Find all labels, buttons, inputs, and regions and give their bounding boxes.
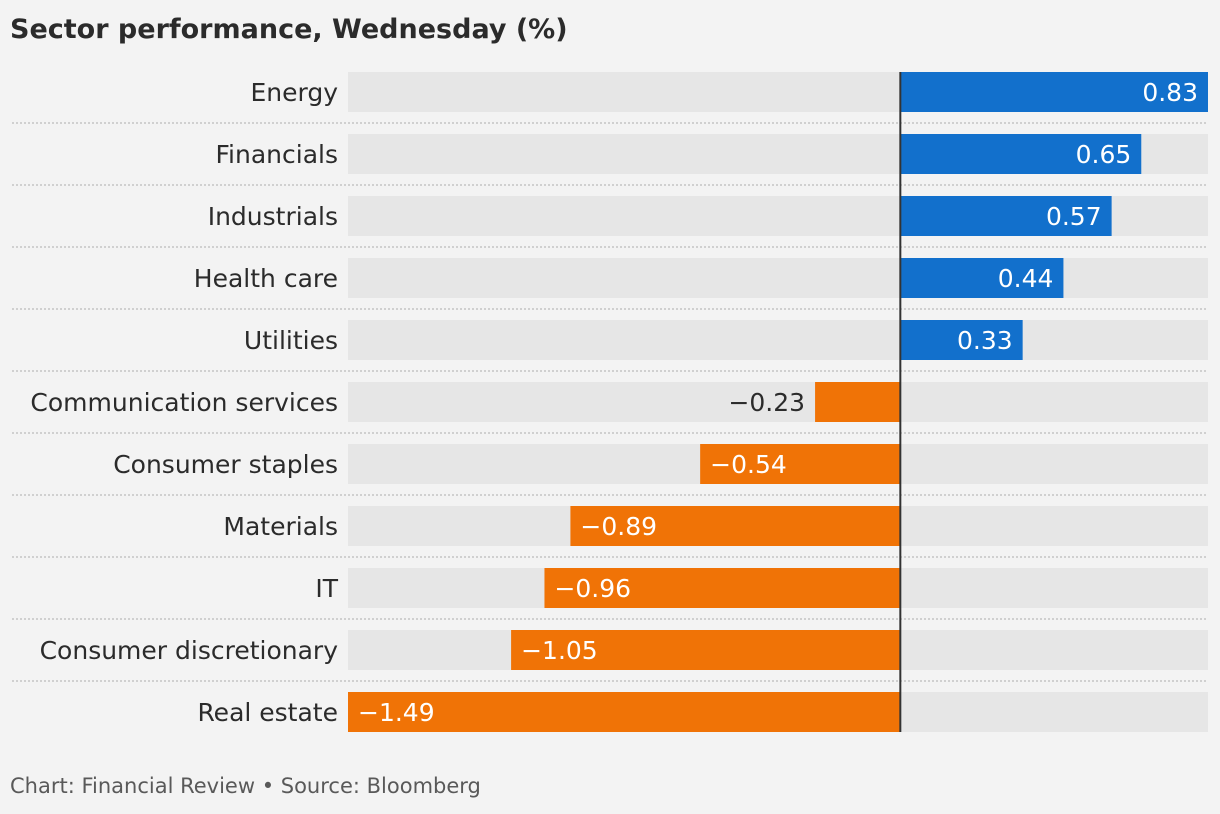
category-label: Communication services [30, 388, 338, 417]
category-label: Utilities [244, 326, 338, 355]
bar [815, 382, 901, 422]
category-label: Consumer staples [113, 450, 338, 479]
category-label: Industrials [208, 202, 338, 231]
chart-title: Sector performance, Wednesday (%) [10, 14, 568, 45]
value-label: 0.65 [1076, 140, 1132, 169]
category-label: Financials [216, 140, 339, 169]
value-label: 0.83 [1142, 78, 1198, 107]
bar [348, 692, 901, 732]
bar-track [348, 382, 1208, 422]
bar [900, 320, 1023, 360]
bar [900, 134, 1142, 174]
category-label: Health care [194, 264, 338, 293]
value-label: −1.05 [521, 636, 598, 665]
category-label: IT [315, 574, 338, 603]
bar-chart: Energy Financials Industrials Health care Ut… [12, 72, 1208, 732]
category-label: Energy [250, 78, 338, 107]
bar [511, 630, 901, 670]
value-label: −0.54 [710, 450, 787, 479]
bar [900, 196, 1112, 236]
source-note: Chart: Financial Review • Source: Bloomb… [10, 774, 481, 798]
value-label: 0.44 [998, 264, 1054, 293]
category-label: Consumer discretionary [40, 636, 339, 665]
value-label: −0.23 [728, 388, 805, 417]
value-label: −0.89 [580, 512, 657, 541]
bar-track [348, 320, 1208, 360]
bar [700, 444, 901, 484]
value-label: −0.96 [554, 574, 631, 603]
bar [900, 258, 1064, 298]
value-label: 0.33 [957, 326, 1013, 355]
value-label: −1.49 [358, 698, 435, 727]
category-label: Real estate [197, 698, 338, 727]
value-label: 0.57 [1046, 202, 1102, 231]
bar-track [348, 258, 1208, 298]
bar [900, 72, 1208, 112]
bar [544, 568, 901, 608]
bar [570, 506, 901, 546]
category-label: Materials [223, 512, 338, 541]
